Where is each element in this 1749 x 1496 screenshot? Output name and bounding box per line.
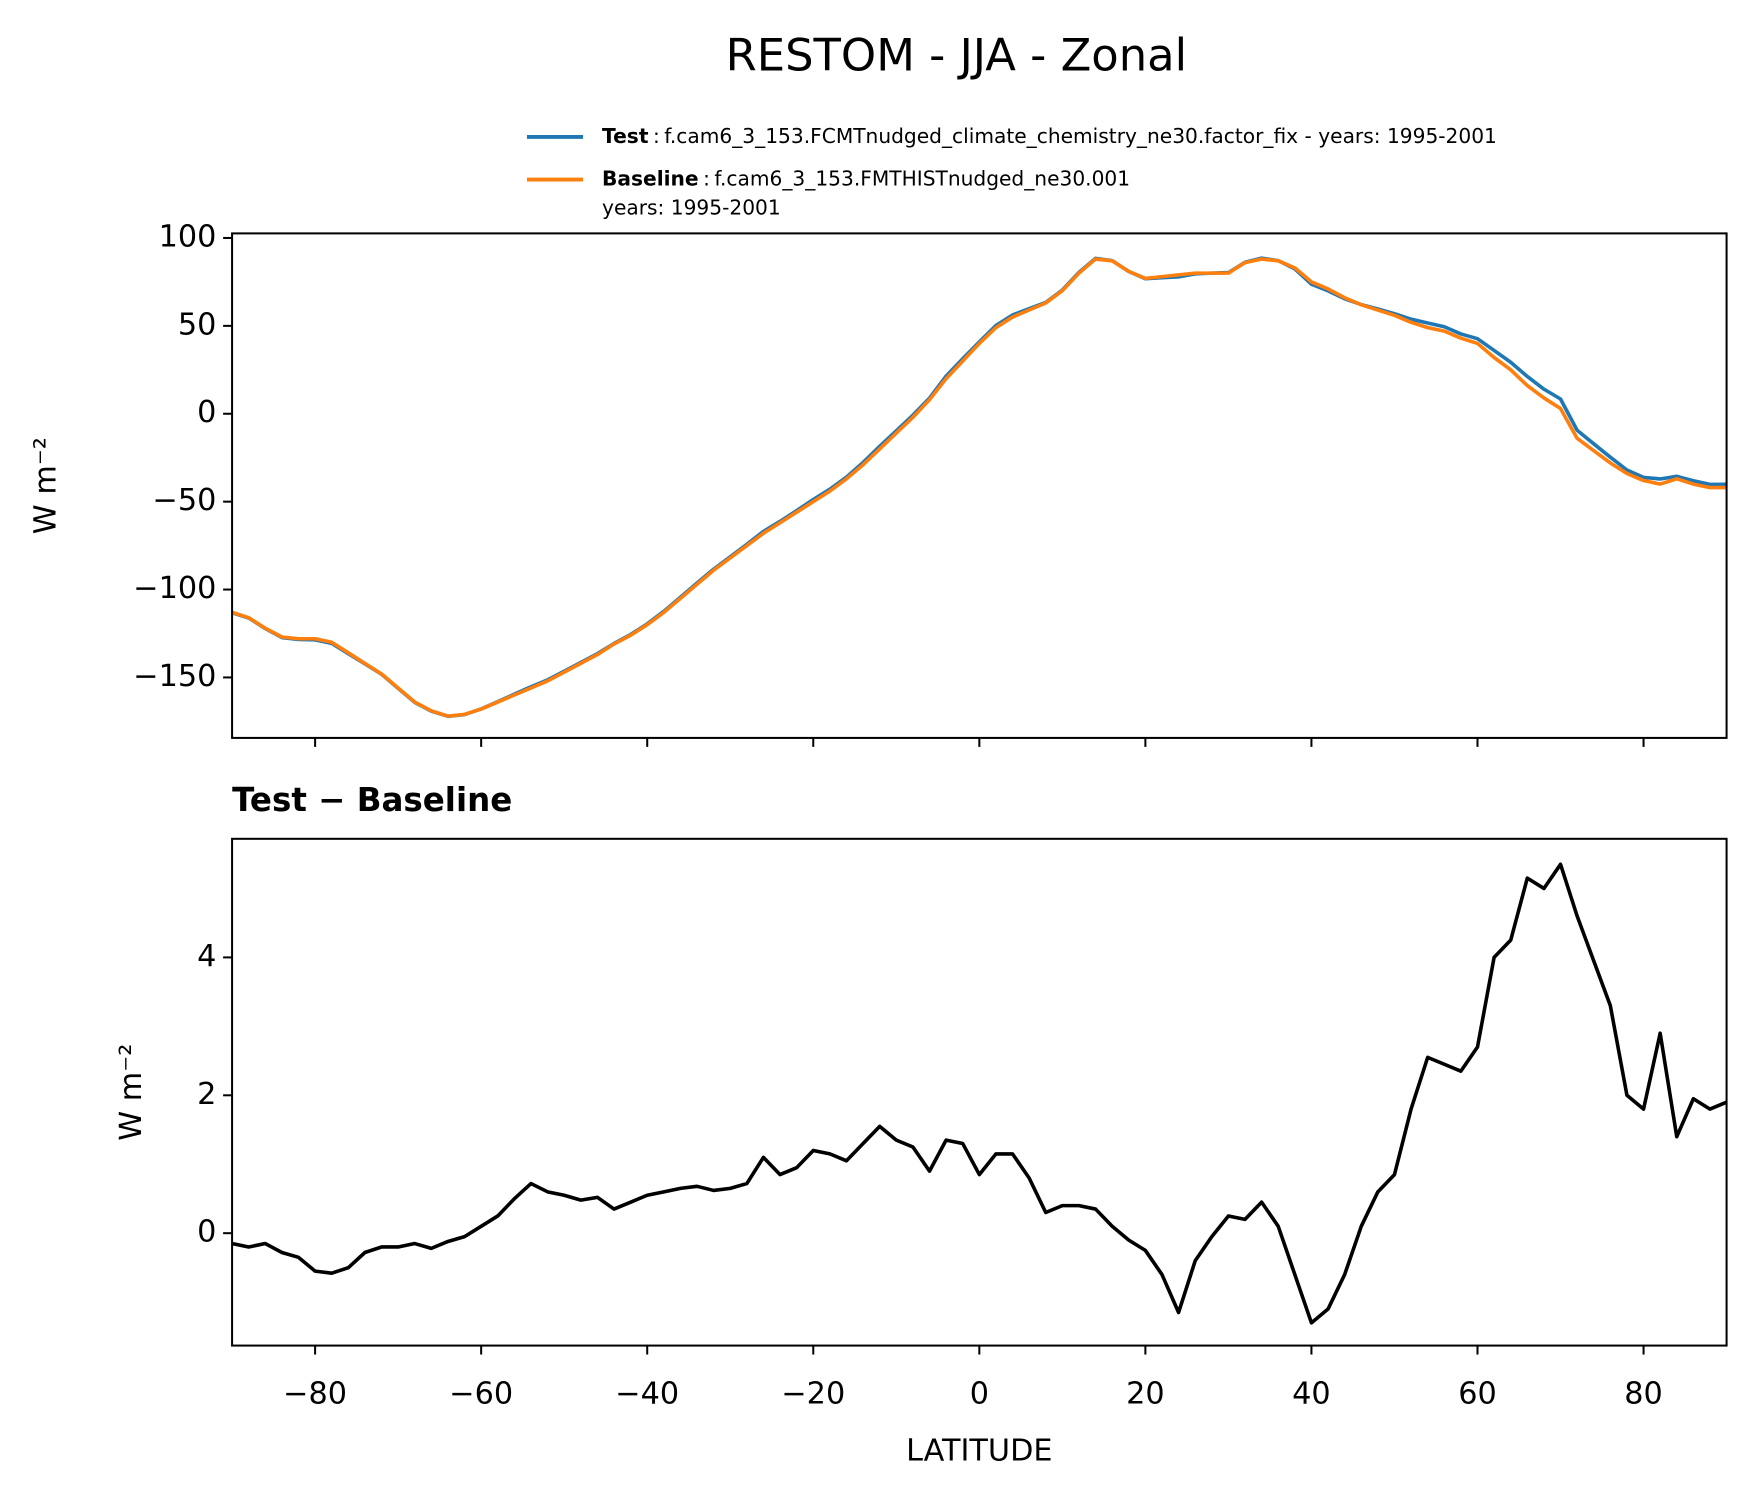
y-axis-label: W m⁻² [29, 437, 64, 534]
y-tick-label: −50 [153, 483, 217, 518]
legend-description: years: 1995-2001 [602, 195, 781, 219]
x-axis-label: LATITUDE [906, 1434, 1052, 1469]
x-tick-label: −80 [283, 1376, 347, 1411]
x-tick-label: 0 [970, 1376, 989, 1411]
x-tick-label: −20 [781, 1376, 845, 1411]
y-tick-label: 0 [197, 1215, 216, 1250]
y-tick-label: 2 [197, 1077, 216, 1112]
x-tick-label: 20 [1126, 1376, 1165, 1411]
y-axis-label: W m⁻² [114, 1044, 149, 1141]
legend-entry: years: 1995-2001 [602, 195, 781, 219]
legend-entry: Baseline: f.cam6_3_153.FMTHISTnudged_ne30… [602, 166, 1130, 190]
y-tick-label: 0 [197, 395, 216, 430]
legend-name: Baseline [602, 166, 699, 190]
figure-title: RESTOM - JJA - Zonal [726, 28, 1187, 81]
legend-separator: : [703, 166, 710, 190]
x-tick-label: 60 [1458, 1376, 1497, 1411]
x-tick-label: 80 [1624, 1376, 1663, 1411]
legend-description: f.cam6_3_153.FCMTnudged_climate_chemistr… [664, 123, 1497, 147]
plot-area [232, 862, 1727, 1325]
x-tick-label: −60 [449, 1376, 513, 1411]
legend-separator: : [653, 123, 660, 147]
data-line [232, 257, 1727, 718]
legend-entry: Test: f.cam6_3_153.FCMTnudged_climate_che… [602, 123, 1497, 147]
y-tick-label: 4 [197, 939, 216, 974]
y-tick-label: −150 [133, 659, 216, 694]
y-tick-label: −100 [133, 571, 216, 606]
plot-area [232, 256, 1727, 719]
legend-name: Test [602, 123, 649, 147]
data-line [232, 862, 1727, 1325]
x-tick-label: −40 [615, 1376, 679, 1411]
x-tick-label: 40 [1292, 1376, 1331, 1411]
legend-description: f.cam6_3_153.FMTHISTnudged_ne30.001 [714, 166, 1130, 190]
y-tick-label: 50 [178, 307, 217, 342]
y-tick-label: 100 [159, 219, 217, 254]
subplot-title: Test − Baseline [232, 781, 512, 819]
